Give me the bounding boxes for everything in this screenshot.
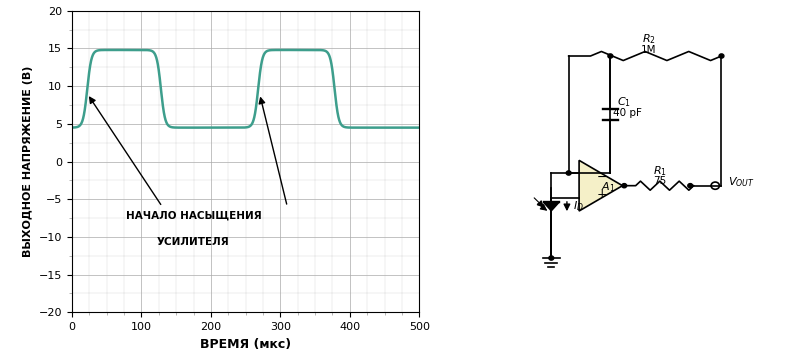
Text: $A_1$: $A_1$: [602, 180, 616, 194]
Text: $I_D$: $I_D$: [573, 200, 584, 213]
Polygon shape: [544, 202, 559, 211]
Text: $C_1$: $C_1$: [618, 95, 631, 109]
Polygon shape: [579, 160, 622, 211]
Y-axis label: ВЫХОДНОЕ НАПРЯЖЕНИЕ (В): ВЫХОДНОЕ НАПРЯЖЕНИЕ (В): [23, 66, 34, 257]
Text: $R_2$: $R_2$: [642, 32, 655, 46]
Circle shape: [719, 54, 724, 58]
Text: −: −: [597, 171, 607, 184]
Text: 75: 75: [654, 176, 666, 186]
Circle shape: [622, 183, 626, 188]
Text: $V_{OUT}$: $V_{OUT}$: [729, 175, 755, 189]
Circle shape: [688, 183, 693, 188]
Text: НАЧАЛО НАСЫЩЕНИЯ: НАЧАЛО НАСЫЩЕНИЯ: [126, 210, 262, 220]
Text: 40 pF: 40 pF: [614, 108, 642, 118]
X-axis label: ВРЕМЯ (мкс): ВРЕМЯ (мкс): [200, 337, 291, 351]
Text: $R_1$: $R_1$: [653, 164, 667, 178]
Text: 1M: 1M: [641, 45, 656, 55]
Circle shape: [549, 256, 554, 260]
Circle shape: [566, 171, 571, 175]
Text: +: +: [596, 188, 607, 201]
Text: УСИЛИТЕЛЯ: УСИЛИТЕЛЯ: [157, 237, 230, 247]
Circle shape: [608, 54, 613, 58]
